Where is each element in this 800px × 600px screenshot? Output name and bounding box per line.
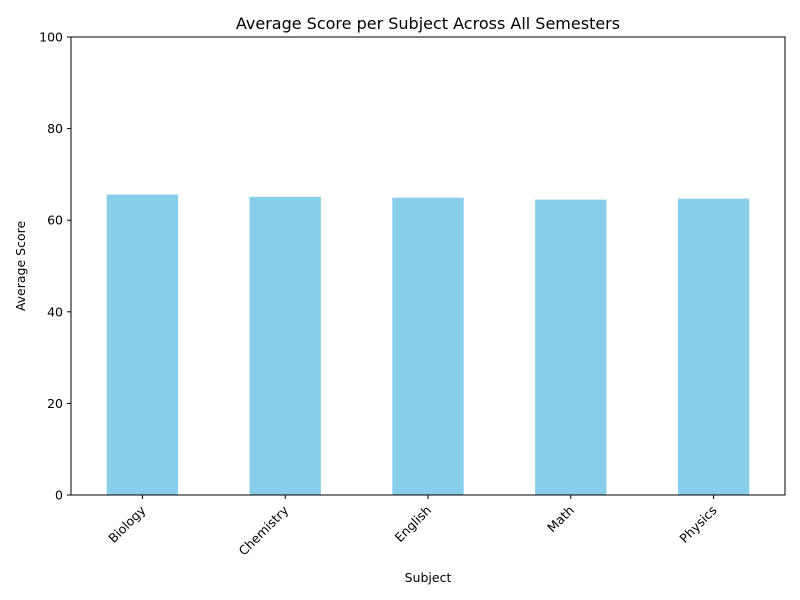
- bars-layer: [106, 194, 750, 496]
- y-tick-label: 60: [47, 213, 63, 228]
- bar-physics: [677, 198, 750, 495]
- bar-math: [535, 199, 607, 495]
- chart-title: Average Score per Subject Across All Sem…: [236, 14, 620, 33]
- y-axis: 0 20 40 60 80 100: [39, 30, 71, 503]
- x-axis: Biology Chemistry English Math Physics: [105, 495, 720, 558]
- x-tick-label: English: [392, 503, 435, 546]
- y-tick-label: 100: [39, 30, 63, 45]
- y-tick-label: 80: [47, 121, 63, 136]
- bar-english: [392, 197, 464, 495]
- y-tick-label: 0: [55, 488, 63, 503]
- x-axis-label: Subject: [405, 570, 452, 585]
- x-tick-label: Math: [544, 503, 577, 536]
- y-axis-label: Average Score: [13, 221, 28, 312]
- y-tick-label: 20: [47, 396, 63, 411]
- x-tick-label: Chemistry: [235, 502, 291, 558]
- bar-biology: [106, 194, 179, 495]
- bar-chemistry: [249, 196, 321, 496]
- x-tick-label: Physics: [676, 503, 719, 546]
- y-tick-label: 40: [47, 304, 63, 319]
- plot-frame: [70, 36, 786, 496]
- x-tick-label: Biology: [105, 502, 149, 546]
